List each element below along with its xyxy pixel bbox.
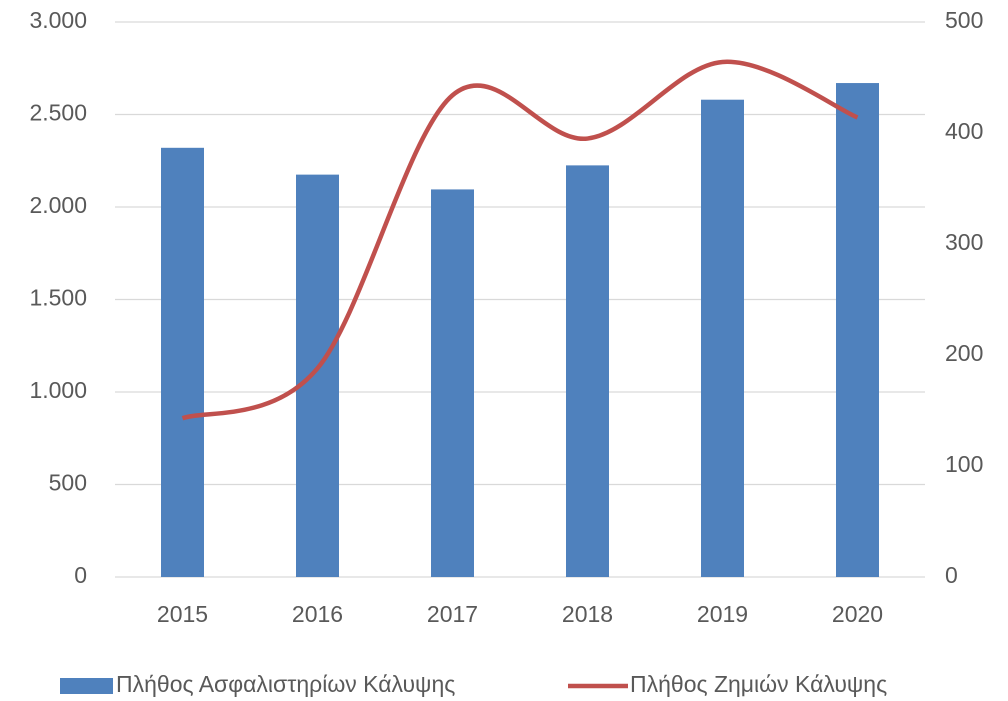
bar [566,165,609,577]
y2-tick-label: 300 [945,229,983,255]
y-tick-label: 3.000 [29,7,87,33]
y2-tick-label: 400 [945,118,983,144]
y-tick-label: 0 [74,562,87,588]
y-tick-label: 2.000 [29,192,87,218]
legend-swatch [60,678,113,694]
bar [431,189,474,578]
y2-tick-label: 100 [945,451,983,477]
y-tick-label: 1.000 [29,377,87,403]
x-tick-label: 2017 [427,601,478,627]
y-tick-label: 2.500 [29,100,87,126]
y2-tick-label: 500 [945,7,983,33]
bar [296,174,339,577]
y-tick-label: 1.500 [29,285,87,311]
x-tick-label: 2016 [292,601,343,627]
x-tick-label: 2019 [697,601,748,627]
y-tick-label: 500 [49,470,87,496]
y2-tick-label: 200 [945,340,983,366]
bar [836,83,879,578]
x-tick-label: 2020 [832,601,883,627]
legend-label: Πλήθος Ασφαλιστηρίων Κάλυψης [116,671,455,697]
bar [161,147,204,578]
y2-tick-label: 0 [945,562,958,588]
legend-label: Πλήθος Ζημιών Κάλυψης [630,671,887,697]
bar [701,99,744,577]
x-tick-label: 2015 [157,601,208,627]
x-tick-label: 2018 [562,601,613,627]
line [181,59,859,421]
